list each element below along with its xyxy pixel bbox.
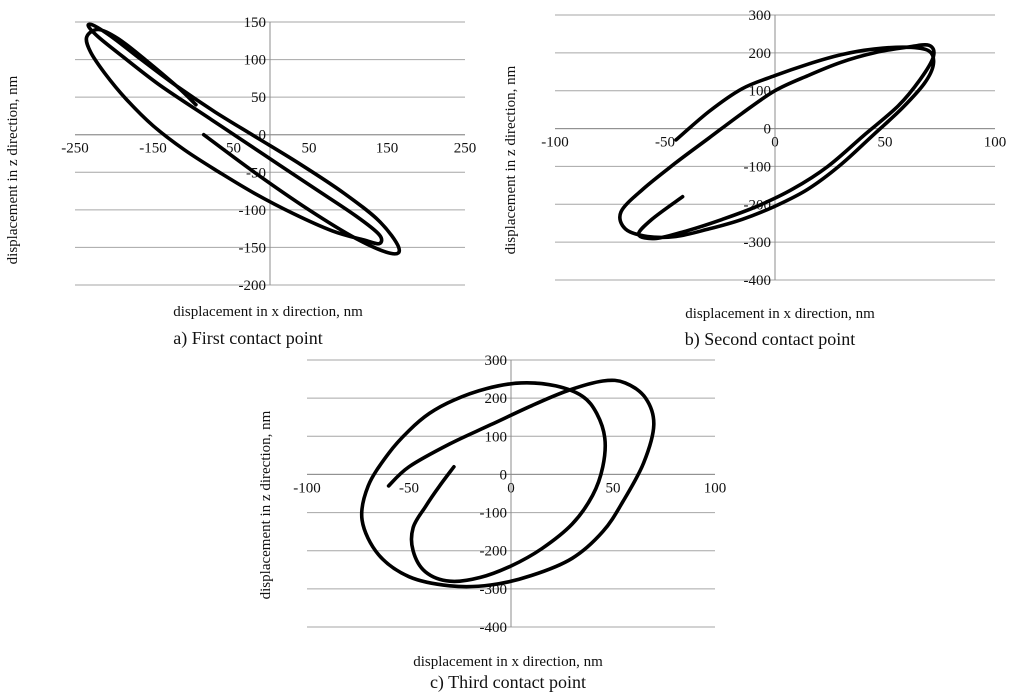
x-tick-label: 100: [704, 480, 727, 496]
y-tick-label: -300: [744, 235, 772, 251]
y-axis-label: displacement in z direction, nm: [503, 65, 519, 254]
x-tick-label: -50: [655, 135, 675, 151]
y-tick-label: -200: [239, 278, 267, 294]
x-tick-label: 0: [771, 135, 779, 151]
y-tick-label: -400: [480, 620, 508, 636]
y-tick-label: -100: [744, 159, 772, 175]
x-tick-label: -50: [399, 480, 419, 496]
y-tick-label: 100: [244, 53, 267, 69]
y-tick-label: 200: [749, 46, 772, 62]
y-tick-label: 0: [764, 122, 772, 138]
x-tick-label: 250: [454, 141, 477, 157]
x-tick-label: -150: [139, 141, 167, 157]
x-tick-label: 50: [606, 480, 621, 496]
y-tick-label: 200: [485, 391, 508, 407]
series-line: [618, 42, 936, 241]
y-tick-label: 0: [500, 467, 508, 483]
y-tick-label: 100: [485, 429, 508, 445]
series-line: [84, 22, 402, 256]
x-tick-label: -100: [293, 480, 321, 496]
y-tick-label: 0: [259, 128, 267, 144]
x-tick-label: 50: [302, 141, 317, 157]
x-axis-label: displacement in x direction, nm: [685, 306, 875, 322]
y-tick-label: -200: [480, 544, 508, 560]
x-axis-label: displacement in x direction, nm: [173, 304, 363, 320]
x-tick-label: -100: [541, 135, 569, 151]
y-axis-label: displacement in z direction, nm: [258, 410, 274, 599]
y-tick-label: 300: [749, 8, 772, 24]
y-tick-label: 300: [485, 353, 508, 369]
y-tick-label: -400: [744, 273, 772, 289]
chart-caption: a) First contact point: [173, 328, 322, 349]
x-tick-label: 150: [376, 141, 399, 157]
x-tick-label: 0: [507, 480, 515, 496]
x-tick-label: 100: [984, 135, 1007, 151]
y-tick-label: 150: [244, 15, 267, 31]
y-tick-label: 50: [251, 90, 266, 106]
x-tick-label: 50: [878, 135, 893, 151]
chart-caption: b) Second contact point: [685, 329, 855, 350]
x-tick-label: -250: [61, 141, 89, 157]
chart-caption: c) Third contact point: [430, 672, 586, 693]
y-tick-label: -100: [480, 506, 508, 522]
y-tick-label: -150: [239, 240, 267, 256]
series-line: [359, 378, 656, 589]
y-tick-label: -100: [239, 203, 267, 219]
x-axis-label: displacement in x direction, nm: [413, 654, 603, 670]
y-axis-label: displacement in z direction, nm: [5, 75, 21, 264]
